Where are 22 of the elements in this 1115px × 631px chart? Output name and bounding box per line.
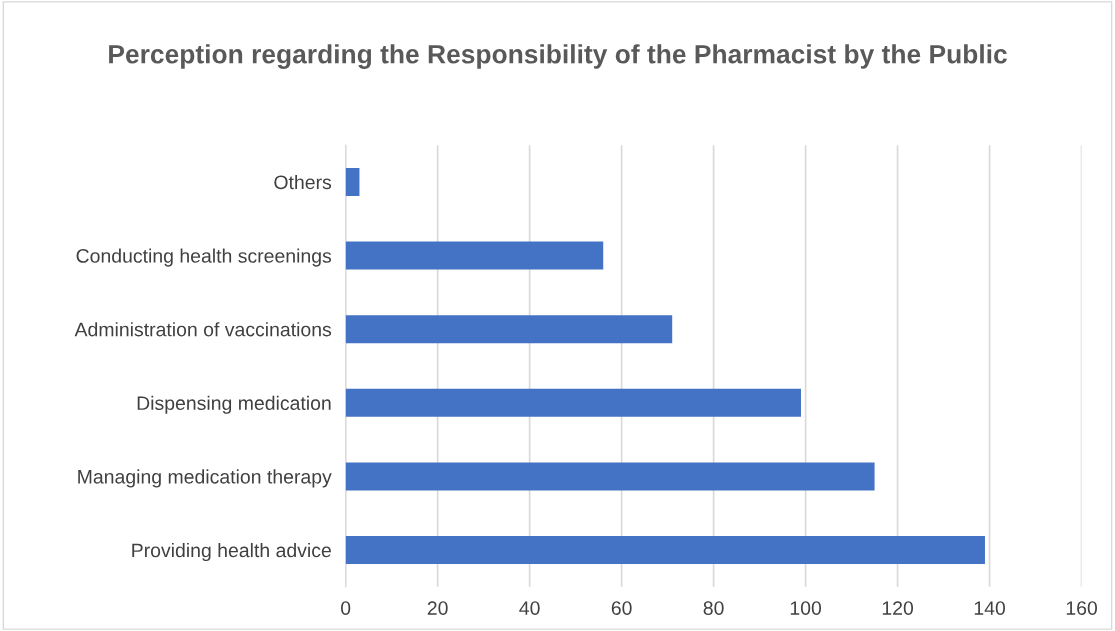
x-tick-label: 40 [519, 601, 540, 615]
x-tick-label: 80 [703, 601, 724, 615]
bar [345, 167, 360, 196]
x-tick-label: 100 [790, 601, 822, 615]
bar [345, 315, 673, 344]
x-tick-label: 140 [974, 601, 1006, 615]
x-tick-label: 20 [427, 601, 448, 615]
x-tick-label: 60 [611, 601, 632, 615]
x-tick-label: 160 [1066, 601, 1098, 615]
y-tick-label: Providing health advice [132, 542, 331, 562]
y-tick-label: Managing medication therapy [78, 469, 332, 488]
y-tick-label: Others [274, 174, 332, 190]
bar [345, 241, 604, 270]
bar [345, 536, 985, 565]
bar [345, 388, 801, 417]
chart-title: Perception regarding the Responsibility of the Pharmacist by the Public [109, 44, 1007, 69]
x-tick-label: 120 [882, 601, 914, 615]
y-tick-label: Dispensing medication [137, 395, 331, 414]
bar [345, 462, 875, 491]
x-tick-label: 0 [341, 601, 351, 615]
y-tick-label: Conducting health screenings [76, 248, 332, 267]
y-tick-label: Administration of vaccinations [74, 322, 332, 337]
